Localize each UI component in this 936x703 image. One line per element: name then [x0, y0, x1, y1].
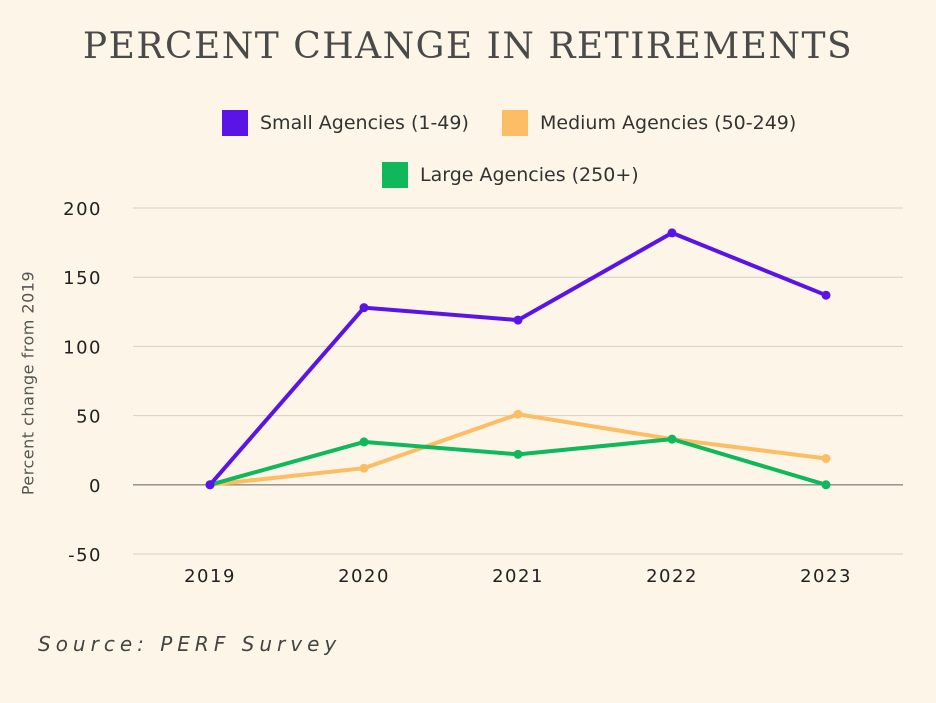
y-tick-label: 150 [63, 268, 102, 289]
legend-swatch-medium [502, 110, 528, 136]
data-point-small [359, 303, 369, 313]
series-line-medium [208, 412, 828, 487]
y-tick-label: -50 [68, 545, 102, 566]
x-tick-label: 2021 [492, 566, 544, 587]
legend-swatch-large [382, 162, 408, 188]
legend-swatch-small [222, 110, 248, 136]
chart-title: PERCENT CHANGE IN RETIREMENTS [82, 26, 854, 67]
data-point-large [513, 449, 523, 459]
data-point-medium [821, 454, 831, 464]
x-tick-label: 2020 [338, 566, 390, 587]
x-tick-label: 2023 [800, 566, 852, 587]
data-point-small [821, 290, 831, 300]
data-point-large [667, 434, 677, 444]
y-tick-label: 100 [63, 337, 102, 358]
data-point-small [205, 480, 215, 490]
data-point-small [513, 315, 523, 325]
source-note: Source: PERF Survey [38, 632, 342, 656]
y-tick-label: 50 [76, 407, 102, 428]
data-point-medium [513, 409, 523, 419]
data-point-small [667, 228, 677, 238]
data-point-medium [359, 463, 369, 473]
y-tick-label: 200 [63, 199, 102, 220]
legend-item-large: Large Agencies (250+) [382, 162, 639, 188]
x-tick-label: 2019 [184, 566, 236, 587]
legend-label-medium: Medium Agencies (50-249) [540, 112, 797, 134]
legend-item-medium: Medium Agencies (50-249) [502, 110, 796, 136]
data-point-large [359, 437, 369, 447]
legend-item-small: Small Agencies (1-49) [222, 110, 469, 136]
y-tick-label: 0 [89, 476, 102, 497]
data-point-large [821, 480, 831, 490]
legend-label-small: Small Agencies (1-49) [260, 112, 469, 134]
x-tick-label: 2022 [646, 566, 698, 587]
legend-label-large: Large Agencies (250+) [420, 164, 639, 186]
